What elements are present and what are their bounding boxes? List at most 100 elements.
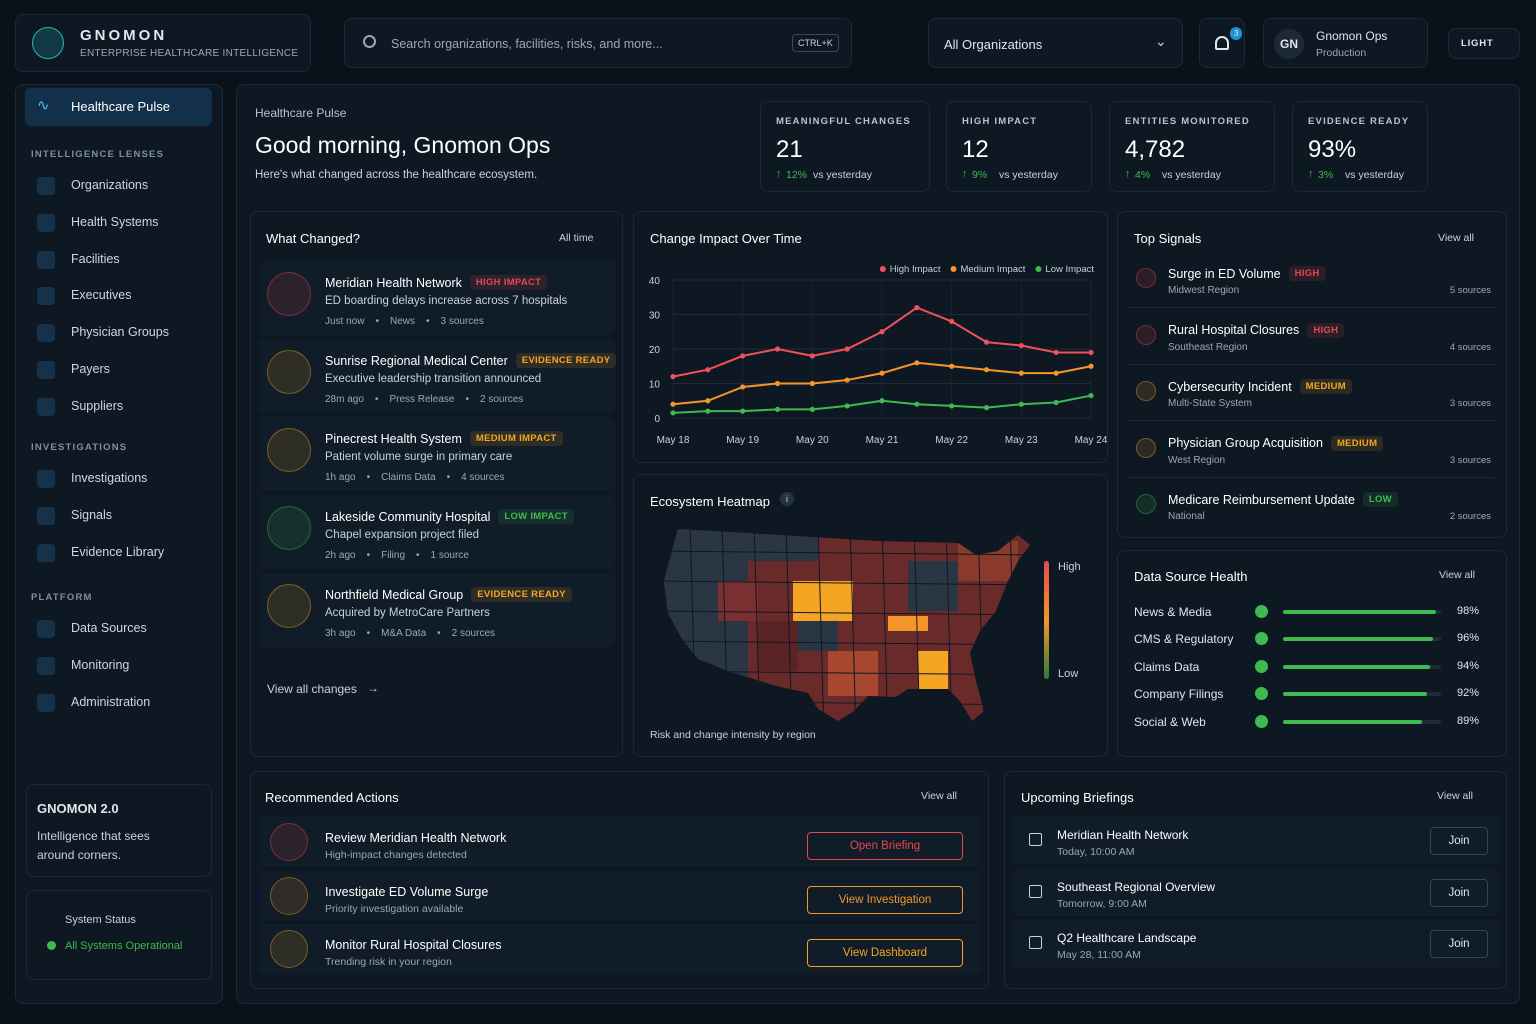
point	[1053, 399, 1059, 406]
heatmap-caption: Risk and change intensity by region	[650, 729, 816, 741]
sidebar: Healthcare Pulse ∿ INTELLIGENCE LENSES Orga…	[15, 84, 223, 1004]
org-select-label: All Organizations	[944, 37, 1043, 52]
point	[949, 403, 955, 409]
signal-title-row[interactable]: Rural Hospital Closures HIGH	[1168, 322, 1345, 338]
join-button[interactable]: Join	[1430, 827, 1488, 855]
action-button[interactable]: View Dashboard	[807, 939, 963, 967]
point	[914, 401, 920, 407]
search[interactable]: Search organizations, facilities, risks,…	[344, 18, 852, 68]
nav-item[interactable]: Data Sources	[71, 621, 147, 635]
point	[774, 406, 781, 412]
change-badge: EVIDENCE READY	[471, 587, 572, 602]
point	[879, 329, 885, 335]
point	[740, 353, 746, 359]
signal-title-row[interactable]: Physician Group Acquisition MEDIUM	[1168, 435, 1384, 451]
action-button[interactable]: View Investigation	[807, 885, 963, 914]
signal-region: Multi-State System	[1168, 398, 1252, 409]
change-row[interactable]	[259, 261, 615, 335]
info: i	[780, 492, 794, 506]
point	[809, 406, 815, 412]
legend-swatch	[1035, 266, 1042, 272]
nav-item[interactable]: Evidence Library	[71, 544, 165, 559]
theme-toggle[interactable]: LIGHT	[1448, 28, 1520, 59]
dot: •	[465, 394, 469, 405]
kpi-label: HIGH IMPACT	[962, 116, 1038, 127]
calendar-icon	[1029, 833, 1042, 846]
check	[1255, 687, 1268, 701]
nav-section-title: PLATFORM	[31, 592, 93, 603]
change-time: 2h ago	[325, 550, 356, 561]
dot: •	[437, 628, 441, 639]
nav-item[interactable]: Organizations	[71, 178, 149, 192]
signal-icon	[1136, 381, 1156, 401]
theme-label: LIGHT	[1461, 38, 1494, 49]
join-button[interactable]: Join	[1430, 878, 1488, 907]
nav-item[interactable]: Investigations	[71, 471, 148, 485]
kpi-delta: 9%	[972, 169, 988, 181]
join-button[interactable]: Join	[1430, 930, 1488, 958]
view-all[interactable]: View all	[1438, 232, 1474, 244]
nav-item[interactable]: Monitoring	[71, 657, 130, 672]
user-name: Gnomon Ops	[1316, 29, 1388, 43]
signal-title-row[interactable]: Medicare Reimbursement Update LOW	[1168, 492, 1398, 507]
filter[interactable]: All time	[559, 232, 594, 244]
view-all[interactable]: View all	[1437, 790, 1473, 802]
briefing-title: Meridian Health Network	[1057, 828, 1189, 842]
point	[1018, 342, 1024, 349]
view-all[interactable]: View all	[921, 790, 957, 802]
point	[670, 401, 676, 407]
briefings-panel: Upcoming Briefings View all Meridian Healt…	[1004, 771, 1507, 989]
point	[670, 410, 676, 416]
signal-title-row[interactable]: Surge in ED Volume HIGH	[1168, 266, 1326, 281]
nav-icon	[37, 506, 55, 525]
change-row[interactable]	[259, 495, 615, 569]
change-title-row: Pinecrest Health System MEDIUM IMPACT	[325, 431, 563, 446]
signal-title-row[interactable]: Cybersecurity Incident MEDIUM	[1168, 379, 1352, 394]
nav-item[interactable]: Health Systems	[71, 214, 159, 229]
change-badge: MEDIUM IMPACT	[469, 431, 563, 446]
view-all-changes[interactable]: View all changes	[267, 682, 357, 696]
legend-label: Medium Impact	[960, 264, 1025, 275]
view-all[interactable]: View all	[1439, 569, 1475, 581]
status-value: All Systems Operational	[65, 940, 183, 952]
y-tick-label: 10	[649, 380, 661, 391]
kpi-delta-text: vs yesterday	[813, 169, 872, 181]
signal-title: Rural Hospital Closures	[1168, 323, 1300, 337]
user[interactable]: GN Gnomon Ops Production	[1263, 18, 1428, 68]
org-select[interactable]: All Organizations ⌄	[928, 18, 1183, 68]
y-tick-label: 20	[649, 345, 661, 356]
nav-icon	[37, 543, 55, 562]
panel-title: Top Signals	[1134, 231, 1202, 246]
legend-swatch	[950, 266, 957, 272]
action-button[interactable]: Open Briefing	[807, 832, 963, 860]
us-map	[664, 529, 1030, 721]
nav-item[interactable]: Signals	[71, 507, 112, 522]
nav-icon	[37, 287, 55, 306]
region	[888, 616, 928, 631]
kpi-arrow: ↑	[1308, 168, 1314, 180]
nav-item[interactable]: Payers	[71, 362, 110, 376]
change-row[interactable]	[259, 417, 615, 491]
briefing-row	[1013, 919, 1499, 967]
signal-title: Cybersecurity Incident	[1168, 379, 1292, 394]
change-row[interactable]	[259, 339, 615, 413]
nav-item[interactable]: Suppliers	[71, 398, 124, 413]
nav-item[interactable]: Executives	[71, 288, 132, 303]
nav-active[interactable]: Healthcare Pulse ∿	[25, 88, 212, 126]
change-row[interactable]	[259, 573, 615, 647]
nav-item[interactable]: Facilities	[71, 251, 120, 266]
change-org: Sunrise Regional Medical Center	[325, 353, 508, 368]
search-placeholder: Search organizations, facilities, risks,…	[391, 37, 663, 51]
signal-icon	[1136, 324, 1156, 345]
dot: •	[426, 316, 430, 327]
signal-icon	[1136, 437, 1156, 458]
change-org: Meridian Health Network	[325, 275, 462, 290]
nav-item[interactable]: Physician Groups	[71, 325, 169, 340]
notifications[interactable]: 3	[1199, 18, 1245, 68]
check	[1255, 605, 1268, 618]
change-org: Pinecrest Health System	[325, 431, 462, 446]
nav-item[interactable]: Administration	[71, 694, 151, 709]
x-tick-label: May 22	[935, 435, 968, 446]
point	[740, 384, 746, 390]
